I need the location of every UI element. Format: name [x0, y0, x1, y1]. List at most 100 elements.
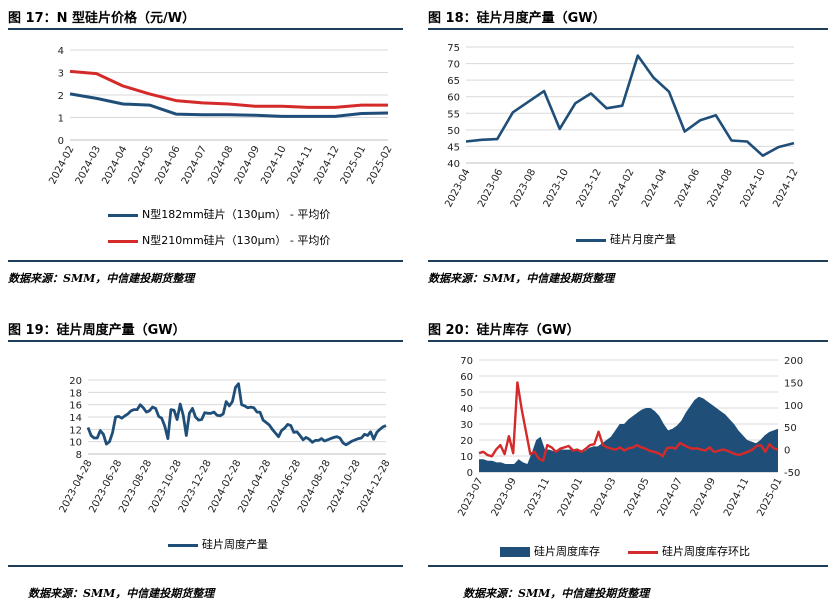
series-line-1 — [478, 381, 779, 462]
x-tick-label: 2024-07 — [656, 476, 685, 518]
legend-label: N型182mm硅片（130μm） - 平均价 — [142, 208, 331, 221]
x-tick-label: 2023-09 — [490, 476, 519, 518]
y-tick-label: 75 — [447, 43, 460, 54]
panel-fig18: 图 18：硅片月度产量（GW） 40 45 50 55 60 65 70 75 2023-04 2… — [428, 0, 828, 290]
title-rule — [428, 28, 828, 30]
y-tick-label: 1 — [58, 114, 64, 125]
y2-tick-label: 50 — [784, 423, 797, 434]
legend-label: 硅片月度产量 — [610, 233, 676, 246]
legend-label: 硅片周度库存 — [534, 545, 600, 558]
x-tick-label: 2024-07 — [180, 144, 209, 186]
source-note: 数据来源：SMM，中信建投期货整理 — [8, 272, 195, 285]
x-tick-label: 2025-01 — [339, 144, 368, 186]
y-tick-label: 30 — [460, 420, 473, 431]
y2-tick-label: 150 — [784, 378, 803, 389]
x-tick-label: 2025-02 — [365, 144, 394, 186]
y-tick-label: 50 — [460, 388, 473, 399]
x-tick-label: 2024-05 — [127, 144, 156, 186]
panel-fig17: 图 17：N 型硅片价格（元/W） 0 1 2 3 4 2024-02 2024-03 202… — [8, 0, 403, 290]
x-tick-label: 2024-11 — [722, 476, 751, 518]
x-tick-label: 2024-03 — [589, 476, 618, 518]
chart-title: 图 19：硅片周度产量（GW） — [8, 323, 186, 338]
legend-label: 硅片周度库存环比 — [662, 545, 750, 558]
x-tick-label: 2023-10 — [542, 167, 571, 209]
y-tick-label: 50 — [447, 126, 460, 137]
x-tick-label: 2024-11 — [286, 144, 315, 186]
x-tick-label: 2025-01 — [755, 476, 784, 518]
legend-inventory: 硅片周度库存 — [500, 543, 600, 559]
x-tick-label: 2023-06 — [476, 167, 505, 209]
series-line-0 — [465, 54, 795, 157]
y-tick-label: 18 — [69, 388, 82, 399]
chart-title: 图 17：N 型硅片价格（元/W） — [8, 11, 196, 26]
y-tick-label: 10 — [69, 438, 82, 449]
legend-swatch-navy — [108, 213, 138, 217]
source-note: 数据来源：SMM，中信建投期货整理 — [428, 272, 615, 285]
x-tick-label: 2024-01 — [556, 476, 585, 518]
series-line-1 — [69, 69, 388, 109]
legend-swatch-red — [108, 239, 138, 243]
x-tick-label: 2024-02 — [607, 167, 636, 209]
x-tick-label: 2023-08 — [509, 167, 538, 209]
legend-monthly: 硅片月度产量 — [576, 231, 676, 247]
bottom-rule — [428, 565, 828, 567]
panel-fig19: 图 19：硅片周度产量（GW） 8 10 12 14 16 18 20 2023-04-28 2… — [8, 312, 403, 607]
bottom-rule — [8, 565, 403, 567]
y-tick-label: 70 — [447, 60, 460, 71]
x-tick-label: 2023-07 — [456, 476, 485, 518]
x-tick-label: 2024-08 — [206, 144, 235, 186]
x-tick-label: 2024-06 — [153, 144, 182, 186]
y-tick-label: 14 — [69, 413, 82, 424]
y-tick-label: 0 — [467, 468, 473, 479]
chart-title: 图 20：硅片库存（GW） — [428, 323, 580, 338]
x-tick-label: 2024-12-28 — [356, 458, 393, 514]
bottom-rule — [8, 260, 403, 262]
y-tick-label: 3 — [58, 69, 64, 80]
x-tick-label: 2024-06 — [673, 167, 702, 209]
y-tick-label: 2 — [58, 91, 64, 102]
source-note: 数据来源：SMM，中信建投期货整理 — [463, 587, 650, 600]
legend-210: N型210mm硅片（130μm） - 平均价 — [108, 232, 330, 248]
y2-tick-label: -50 — [784, 468, 800, 479]
y-tick-label: 45 — [447, 142, 460, 153]
x-tick-label: 2024-02 — [47, 144, 76, 186]
x-tick-label: 2024-09 — [689, 476, 718, 518]
title-rule — [428, 340, 828, 342]
y-tick-label: 40 — [447, 159, 460, 170]
legend-label: N型210mm硅片（130μm） - 平均价 — [142, 234, 331, 247]
y-tick-label: 60 — [447, 93, 460, 104]
y-tick-label: 40 — [460, 404, 473, 415]
legend-swatch-navy — [500, 547, 530, 557]
y-tick-label: 12 — [69, 425, 82, 436]
source-note: 数据来源：SMM，中信建投期货整理 — [28, 587, 215, 600]
panel-fig20: 图 20：硅片库存（GW） 0 10 20 30 40 50 60 70 -50 0 50 100 15… — [428, 312, 828, 607]
x-tick-label: 2024-10 — [739, 167, 768, 209]
y-tick-label: 65 — [447, 76, 460, 87]
x-tick-label: 2024-09 — [233, 144, 262, 186]
y-tick-label: 16 — [69, 401, 82, 412]
x-tick-label: 2024-04 — [640, 167, 669, 209]
x-tick-label: 2024-03 — [74, 144, 103, 186]
title-rule — [8, 340, 403, 342]
x-tick-label: 2024-04 — [100, 144, 129, 186]
y-tick-label: 70 — [460, 356, 473, 367]
legend-weekly: 硅片周度产量 — [168, 536, 268, 552]
x-tick-label: 2024-12 — [312, 144, 341, 186]
x-tick-label: 2024-12 — [771, 167, 800, 209]
legend-swatch-navy — [576, 238, 606, 242]
title-rule — [8, 28, 403, 30]
y2-tick-label: 200 — [784, 356, 803, 367]
legend-swatch-red — [628, 550, 658, 554]
x-tick-label: 2024-10 — [259, 144, 288, 186]
y-tick-label: 8 — [76, 450, 82, 461]
y2-tick-label: 0 — [784, 446, 790, 457]
legend-182: N型182mm硅片（130μm） - 平均价 — [108, 206, 330, 222]
x-tick-label: 2024-05 — [622, 476, 651, 518]
y-tick-label: 55 — [447, 109, 460, 120]
series-line-0 — [69, 92, 389, 118]
x-tick-label: 2024-08 — [706, 167, 735, 209]
y-tick-label: 0 — [58, 136, 64, 147]
y-tick-label: 4 — [58, 46, 64, 57]
